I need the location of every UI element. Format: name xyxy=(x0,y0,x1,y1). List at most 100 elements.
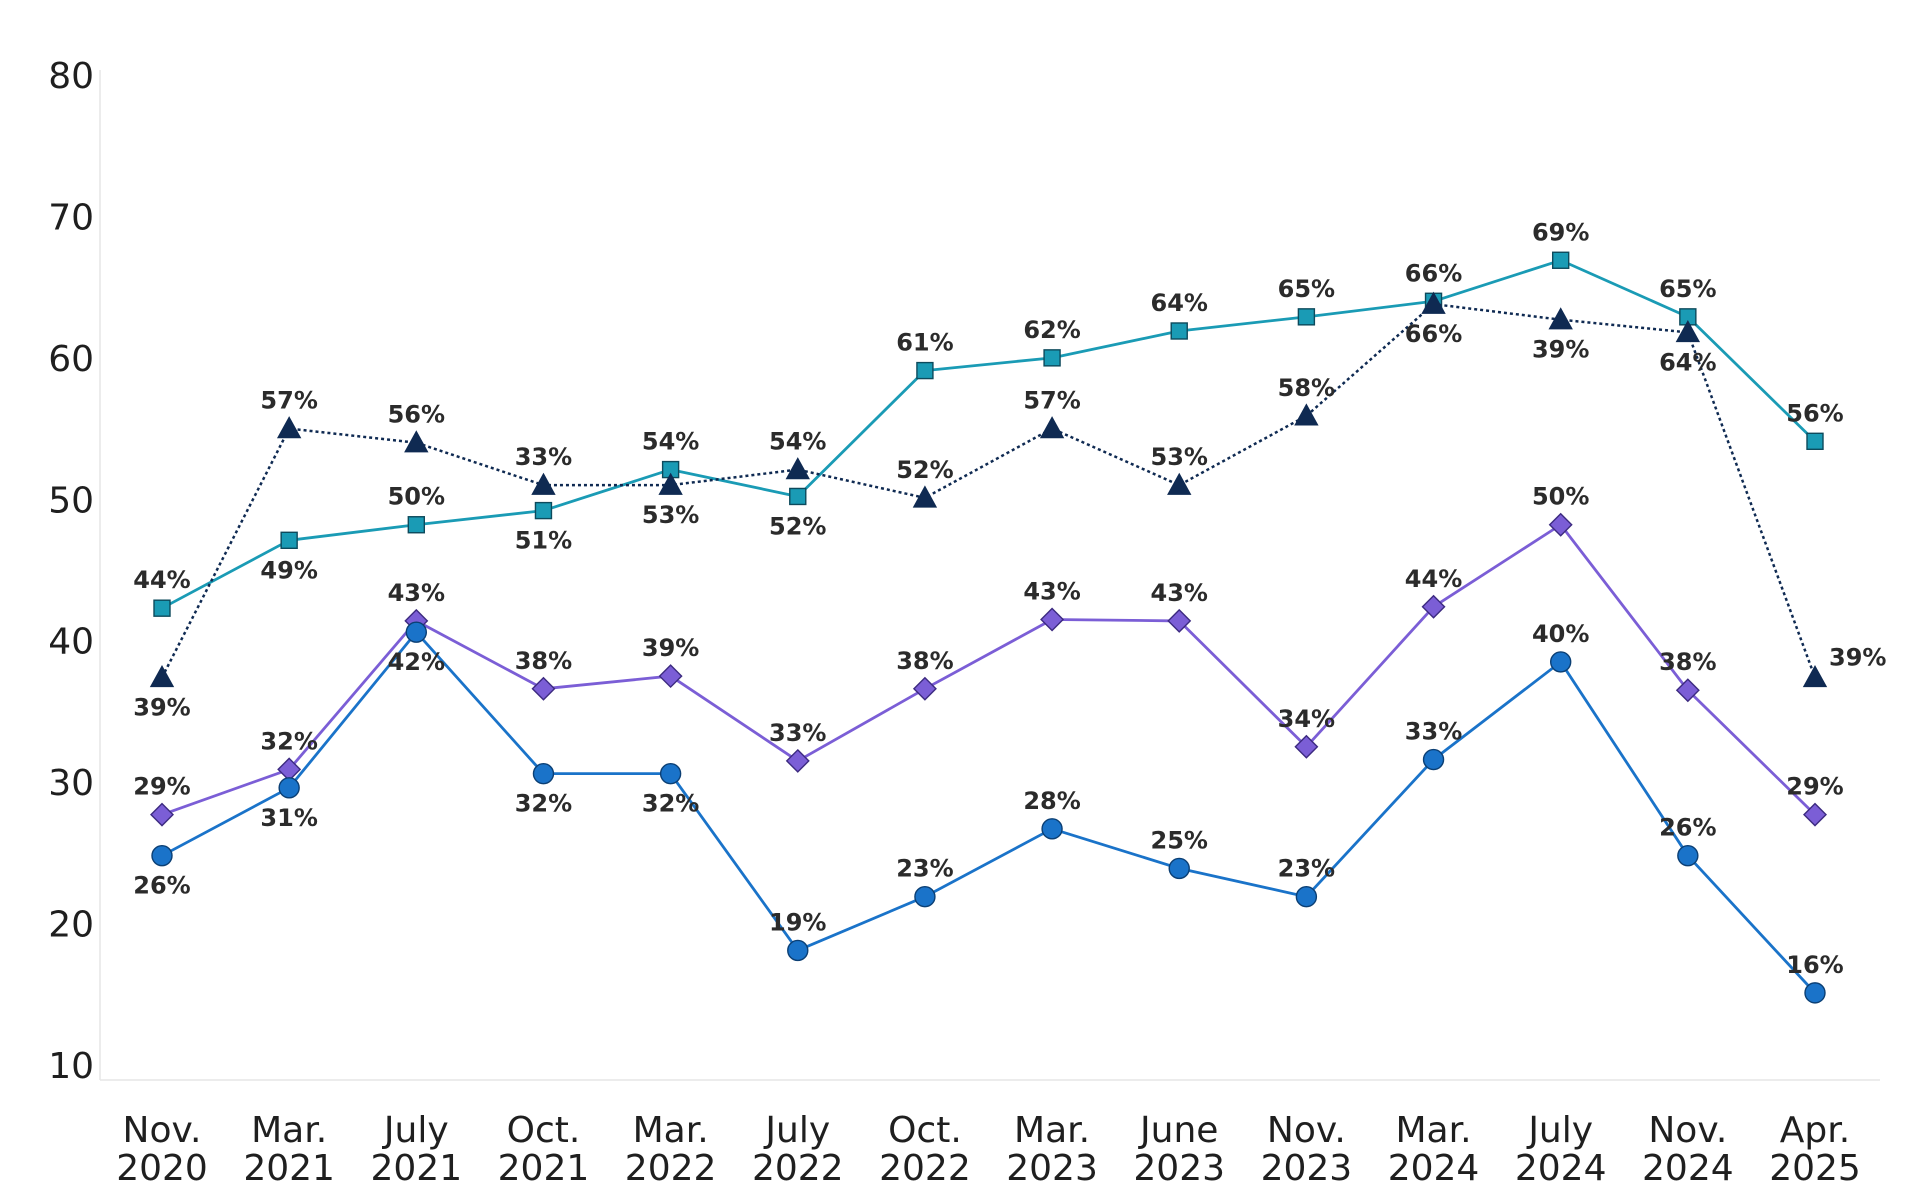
data-point xyxy=(1294,403,1319,426)
data-point xyxy=(1548,307,1573,330)
data-point xyxy=(1806,432,1824,450)
series-triangle xyxy=(149,291,1828,688)
data-label: 56% xyxy=(388,401,445,429)
data-label: 25% xyxy=(1151,826,1208,854)
data-point xyxy=(787,939,809,962)
data-point xyxy=(1040,607,1065,632)
data-label: 66% xyxy=(1405,320,1462,348)
data-point xyxy=(1422,748,1445,771)
data-label: 65% xyxy=(1659,275,1716,303)
x-tick-label: Nov. 2020 xyxy=(116,1110,208,1189)
series-line xyxy=(161,258,1816,610)
x-tick-label: July 2021 xyxy=(370,1110,462,1189)
data-label: 39% xyxy=(133,693,190,721)
data-label: 23% xyxy=(1278,855,1335,883)
y-tick-label: 60 xyxy=(48,339,94,380)
data-label: 54% xyxy=(642,428,699,456)
data-label: 53% xyxy=(642,501,699,529)
y-tick-label: 20 xyxy=(48,905,94,946)
data-label: 65% xyxy=(1278,275,1335,303)
data-point xyxy=(150,802,174,827)
data-label: 19% xyxy=(769,908,826,936)
data-point xyxy=(531,472,556,495)
data-point xyxy=(785,457,810,480)
series-layer xyxy=(149,251,1828,1004)
data-point xyxy=(405,621,428,643)
data-point xyxy=(785,748,810,773)
data-label: 26% xyxy=(1659,814,1716,842)
data-point xyxy=(1039,416,1065,439)
series-line xyxy=(161,523,1816,816)
data-label: 57% xyxy=(1023,387,1080,415)
data-label: 32% xyxy=(642,790,699,818)
data-point xyxy=(1041,818,1063,840)
y-tick-label: 10 xyxy=(48,1046,94,1087)
data-point xyxy=(916,361,934,380)
axes: 10 20 30 40 50 60 70 80 Nov. 2020 Mar. 2021 July 2021… xyxy=(48,56,1880,1189)
x-tick-label: Nov. 2024 xyxy=(1642,1110,1734,1189)
y-tick-label: 80 xyxy=(48,56,94,97)
data-label: 61% xyxy=(896,329,953,357)
y-tick-label: 30 xyxy=(48,763,94,804)
data-label: 50% xyxy=(1532,483,1589,511)
data-point xyxy=(1421,291,1446,314)
data-point xyxy=(1294,734,1319,759)
data-point xyxy=(658,472,683,495)
data-point xyxy=(912,485,938,508)
series-line xyxy=(161,630,1817,994)
data-label: 43% xyxy=(388,579,445,607)
data-point xyxy=(914,886,936,908)
data-label: 29% xyxy=(133,773,190,801)
x-tick-label: June 2023 xyxy=(1133,1110,1225,1189)
data-label: 33% xyxy=(1405,718,1462,746)
data-point xyxy=(1167,608,1192,633)
data-label: 52% xyxy=(769,512,826,540)
x-tick-label: Mar. 2023 xyxy=(1006,1110,1098,1189)
data-point xyxy=(1675,678,1700,703)
data-label: 54% xyxy=(769,428,826,456)
data-label: 43% xyxy=(1023,578,1080,606)
data-point xyxy=(1167,472,1192,495)
data-point xyxy=(276,416,302,439)
data-label: 40% xyxy=(1532,620,1589,648)
data-label: 38% xyxy=(515,647,572,675)
data-point xyxy=(151,844,173,867)
x-tick-label: July 2024 xyxy=(1515,1110,1607,1189)
data-label: 58% xyxy=(1278,374,1335,402)
data-label: 44% xyxy=(133,566,190,594)
x-tick-label: Mar. 2021 xyxy=(243,1110,335,1189)
data-point xyxy=(1170,322,1188,340)
data-point xyxy=(149,665,175,688)
data-label: 39% xyxy=(1532,336,1589,364)
data-point xyxy=(532,762,555,785)
data-label: 16% xyxy=(1786,951,1843,979)
data-label: 39% xyxy=(1829,643,1886,671)
data-point xyxy=(659,762,682,785)
data-label: 66% xyxy=(1405,259,1462,287)
data-point xyxy=(1421,594,1446,619)
data-label: 69% xyxy=(1532,218,1589,246)
x-tick-label: Mar. 2024 xyxy=(1388,1110,1480,1189)
series-diamond xyxy=(150,512,1827,827)
data-point xyxy=(1677,844,1699,867)
data-point xyxy=(1675,319,1701,343)
data-point xyxy=(1803,802,1827,827)
data-label: 51% xyxy=(515,527,572,555)
y-tick-label: 40 xyxy=(48,622,94,663)
data-labels: 44% 49% 50% 51% 54% 52% 61% 62% 64% 65% 66% 69% 65% 5… xyxy=(133,218,1886,979)
data-label: 23% xyxy=(896,855,953,883)
x-tick-label: July 2022 xyxy=(752,1110,844,1189)
data-label: 32% xyxy=(515,790,572,818)
data-label: 62% xyxy=(1023,316,1080,344)
data-label: 43% xyxy=(1151,579,1208,607)
series-square xyxy=(153,251,1824,617)
data-point xyxy=(1802,665,1828,688)
data-label: 34% xyxy=(1278,705,1335,733)
data-label: 29% xyxy=(1786,773,1843,801)
data-point xyxy=(789,487,807,506)
x-tick-label: Apr. 2025 xyxy=(1769,1110,1861,1189)
data-point xyxy=(1295,886,1318,908)
data-label: 52% xyxy=(896,456,953,484)
data-point xyxy=(1297,308,1316,326)
data-label: 42% xyxy=(388,648,445,676)
